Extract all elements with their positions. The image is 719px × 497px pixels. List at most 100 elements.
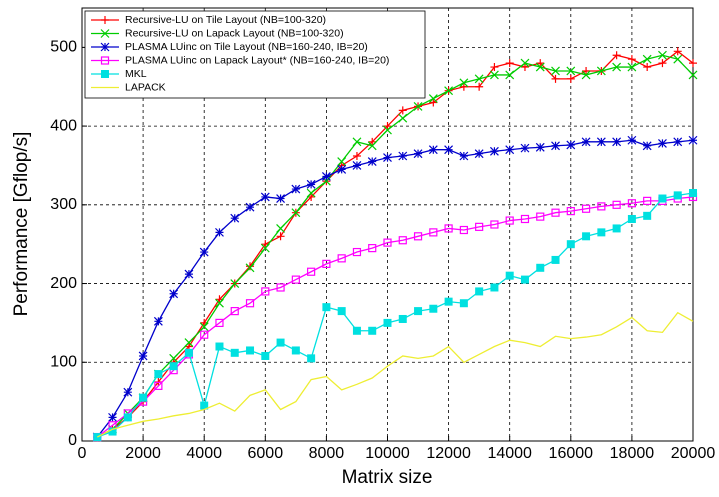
x-tick-label: 10000 [365,445,410,462]
marker [658,138,667,148]
marker [215,318,224,328]
y-axis-label: Performance [Gflop/s] [11,132,32,317]
marker [337,254,346,263]
marker [597,228,606,237]
marker [383,153,392,163]
marker [413,149,423,159]
marker [689,59,697,68]
marker [100,29,110,38]
x-tick-label: 14000 [487,445,532,462]
marker [551,66,560,76]
legend-label: PLASMA LUinc on Lapack Layout* (NB=160-2… [125,54,389,66]
marker [535,62,545,72]
marker [643,63,652,72]
marker [612,51,621,60]
marker [689,189,697,198]
marker [612,62,622,72]
marker [413,101,423,111]
marker [138,351,148,361]
marker [414,307,423,316]
marker [520,143,530,153]
marker [505,70,515,80]
marker [169,353,179,363]
marker [276,232,285,241]
series [93,47,697,442]
marker [566,140,576,150]
marker [520,275,529,284]
marker [261,287,270,296]
marker [260,192,270,202]
marker [612,200,621,209]
marker [352,152,361,161]
marker [215,298,224,308]
marker [444,297,453,306]
series-line [96,54,694,438]
legend-label: MKL [125,68,147,80]
x-tick-label: 20000 [671,445,716,462]
marker [551,74,560,83]
marker [215,342,224,351]
marker [475,82,484,91]
marker [520,63,529,72]
marker [153,316,163,326]
marker [673,137,683,147]
marker [688,135,698,145]
marker [490,283,499,292]
plot-frame [81,7,694,442]
marker [169,362,178,371]
y-tick-label: 400 [50,117,77,134]
marker [627,214,636,223]
marker [536,212,545,221]
marker [505,271,514,280]
marker [429,304,438,313]
legend-marker [100,29,110,38]
marker [444,145,454,155]
marker [566,240,575,249]
marker [169,289,179,299]
marker [688,70,698,80]
x-tick-label: 6000 [248,445,284,462]
series-line [97,192,694,438]
marker [123,387,133,397]
y-tick-label: 300 [50,196,77,213]
marker [230,348,239,357]
marker [398,151,408,161]
marker [581,204,591,213]
marker [459,151,469,161]
series [93,192,698,442]
marker [642,141,652,151]
marker [306,188,316,198]
marker [459,82,468,91]
marker [475,222,484,231]
marker [581,137,591,147]
marker [246,262,255,271]
marker [230,279,240,288]
series-line [96,50,694,438]
legend-label: PLASMA LUinc on Tile Layout (NB=160-240,… [125,41,368,53]
marker [627,199,637,208]
marker [581,70,591,80]
marker [307,267,316,276]
legend-label: LAPACK [125,81,166,93]
marker [643,196,652,205]
legend-label: Recursive-LU on Lapack Layout (NB=100-32… [125,27,344,39]
marker [673,191,682,200]
x-tick-label: 18000 [610,445,655,462]
marker [230,213,240,223]
marker [673,47,682,56]
marker [520,214,530,224]
marker [536,263,545,272]
marker [459,78,469,88]
marker [276,224,285,233]
marker [459,299,468,308]
marker [627,135,637,145]
marker [199,322,209,332]
marker [322,259,331,268]
marker [322,303,331,312]
marker [352,137,362,147]
legend-marker [101,16,109,24]
marker [551,141,560,151]
marker [245,263,255,273]
marker [582,232,591,241]
marker [459,225,468,235]
